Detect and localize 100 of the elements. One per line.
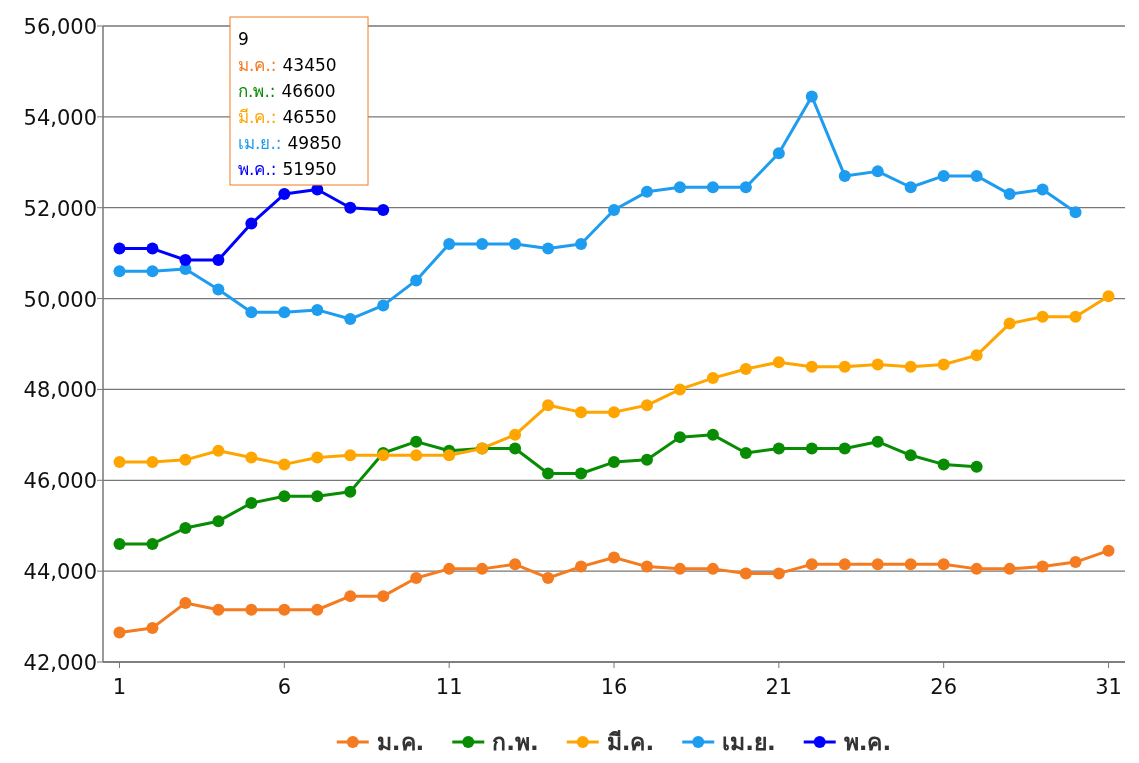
y-tick-label: 54,000 (23, 105, 97, 130)
point (1036, 183, 1049, 196)
point (1003, 188, 1016, 201)
point (278, 458, 291, 471)
annotation: พ.ค.: 51950 (238, 159, 337, 179)
point (739, 362, 752, 375)
point (245, 306, 258, 319)
point (1069, 556, 1082, 569)
annotation: มี.ค.: 46550 (238, 107, 337, 127)
point (871, 558, 884, 571)
point (838, 360, 851, 373)
point (146, 537, 159, 550)
point (838, 558, 851, 571)
point (673, 181, 686, 194)
point (146, 456, 159, 469)
point (410, 571, 423, 584)
point (476, 562, 489, 575)
point (937, 558, 950, 571)
y-tick-label: 46,000 (23, 469, 97, 494)
point (113, 265, 126, 278)
point (772, 442, 785, 455)
point (212, 444, 225, 457)
point (113, 537, 126, 550)
point (212, 253, 225, 266)
point (575, 560, 588, 573)
point (113, 626, 126, 639)
point (1036, 310, 1049, 323)
point (1102, 544, 1115, 557)
point (542, 242, 555, 255)
point (509, 442, 522, 455)
point (311, 490, 324, 503)
point (179, 521, 192, 534)
point (772, 147, 785, 160)
point (970, 349, 983, 362)
point (509, 238, 522, 251)
point (805, 558, 818, 571)
legend-label: ม.ค. (376, 729, 425, 755)
point (410, 449, 423, 462)
point (311, 451, 324, 464)
x-tick-label: 21 (765, 675, 793, 699)
point (278, 306, 291, 319)
point (640, 560, 653, 573)
point (146, 242, 159, 255)
point (146, 621, 159, 634)
y-tick-label: 42,000 (23, 651, 97, 675)
point (706, 428, 719, 441)
point (278, 603, 291, 616)
point (179, 453, 192, 466)
point (278, 188, 291, 201)
point (706, 562, 719, 575)
point (673, 431, 686, 444)
point (739, 567, 752, 580)
point (575, 467, 588, 480)
point (937, 358, 950, 371)
point (344, 485, 357, 498)
point (575, 406, 588, 419)
point (575, 238, 588, 251)
x-tick-label: 6 (277, 675, 292, 699)
point (410, 274, 423, 287)
legend-label: เม.ย. (722, 729, 776, 755)
point (1069, 310, 1082, 323)
point (344, 313, 357, 326)
point (673, 562, 686, 575)
point (739, 181, 752, 194)
point (904, 360, 917, 373)
y-tick-label: 56,000 (23, 15, 97, 39)
point (608, 203, 620, 216)
point (113, 456, 126, 469)
point (937, 169, 950, 182)
y-tick-label: 44,000 (23, 560, 97, 585)
point (509, 428, 522, 441)
legend-label: พ.ค. (843, 729, 892, 755)
point (212, 603, 225, 616)
point (542, 399, 555, 412)
point (245, 603, 258, 616)
point (113, 242, 126, 255)
point (344, 590, 357, 603)
y-tick-label: 48,000 (23, 378, 97, 403)
x-tick-label: 31 (1095, 675, 1122, 699)
point (542, 571, 555, 584)
point (1102, 290, 1115, 303)
point (904, 181, 917, 194)
point (1003, 317, 1016, 330)
point (179, 253, 192, 266)
legend-label: ก.พ. (492, 729, 539, 755)
point (212, 283, 225, 296)
point (443, 238, 456, 251)
point (278, 490, 291, 503)
point (673, 383, 686, 396)
point (904, 449, 917, 462)
y-tick-label: 50,000 (23, 287, 97, 312)
point (212, 515, 225, 528)
point (311, 303, 324, 316)
point (970, 562, 983, 575)
y-tick-label: 52,000 (23, 196, 97, 221)
point (640, 399, 653, 412)
x-tick-label: 1 (112, 675, 127, 699)
point (1003, 562, 1016, 575)
point (805, 360, 818, 373)
point (377, 299, 390, 312)
